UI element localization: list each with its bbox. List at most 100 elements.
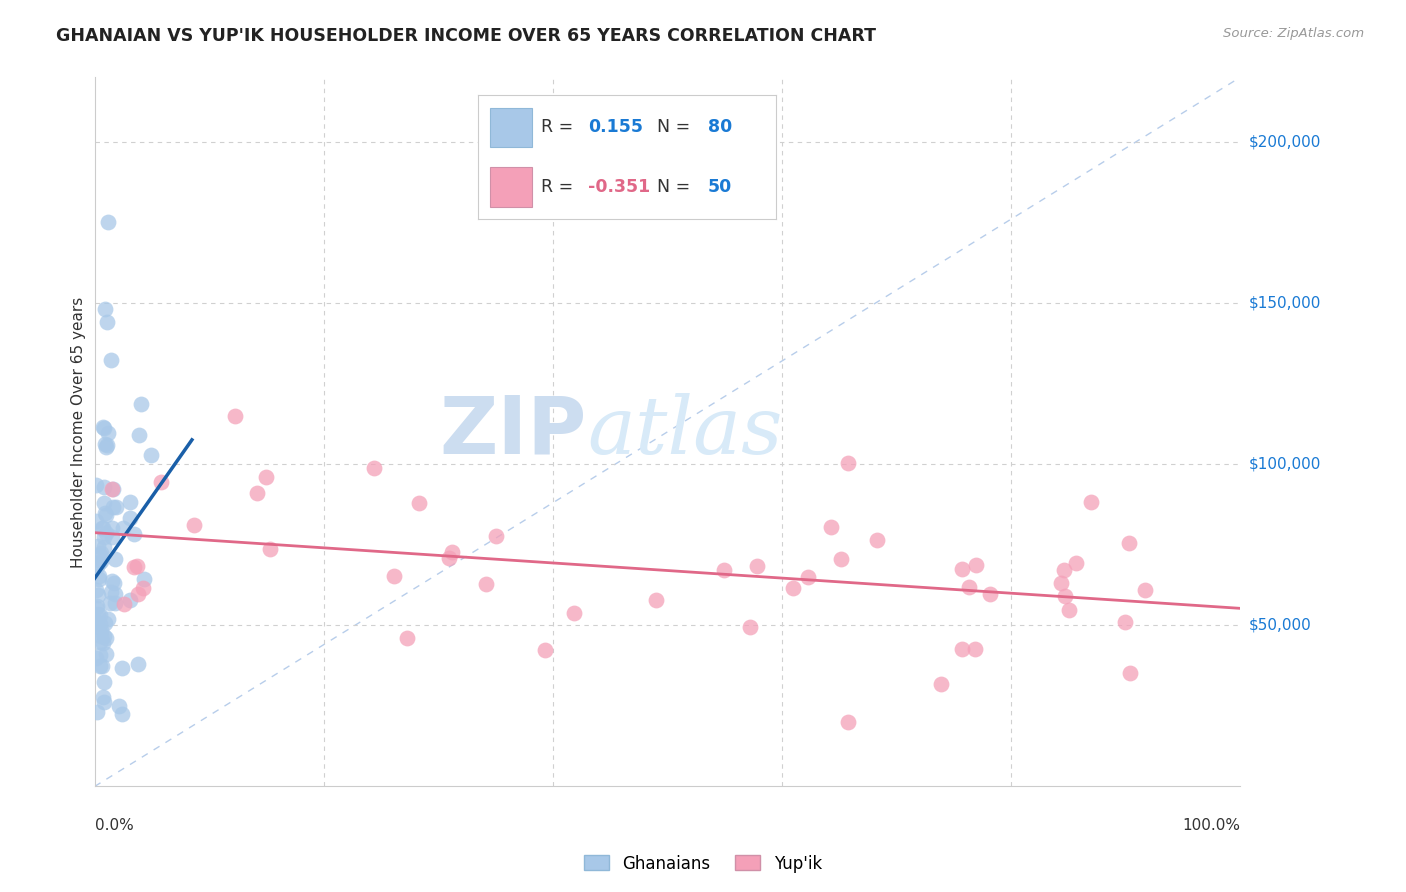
- Point: [1054, 589, 1077, 603]
- Point: [408, 496, 430, 510]
- Point: [1053, 563, 1076, 577]
- Text: atlas: atlas: [588, 393, 783, 471]
- Point: [90, 546, 112, 560]
- Point: [259, 541, 281, 556]
- Point: [837, 714, 859, 729]
- Point: [141, 448, 163, 462]
- Text: 100.0%: 100.0%: [1182, 818, 1240, 833]
- Text: $150,000: $150,000: [1249, 295, 1320, 310]
- Point: [104, 587, 127, 601]
- Point: [111, 521, 134, 535]
- Point: [86, 599, 108, 614]
- Point: [979, 587, 1001, 601]
- Point: [224, 409, 246, 423]
- Point: [89, 557, 111, 571]
- Point: [1133, 582, 1156, 597]
- Point: [1050, 575, 1073, 590]
- Point: [114, 597, 136, 611]
- Point: [90, 521, 112, 535]
- Point: [87, 607, 110, 621]
- Point: [820, 520, 842, 534]
- Point: [484, 529, 506, 543]
- Point: [439, 550, 461, 565]
- Point: [97, 612, 120, 626]
- Point: [120, 593, 142, 607]
- Point: [129, 397, 152, 411]
- Point: [94, 440, 117, 454]
- Point: [91, 690, 114, 704]
- Point: [93, 496, 115, 510]
- Point: [94, 647, 117, 661]
- Point: [830, 551, 852, 566]
- Point: [363, 460, 385, 475]
- Point: [440, 544, 463, 558]
- Point: [84, 583, 107, 598]
- Point: [97, 426, 120, 441]
- Point: [103, 500, 125, 515]
- Point: [101, 482, 124, 496]
- Point: [84, 514, 107, 528]
- Point: [104, 552, 127, 566]
- Point: [929, 676, 952, 690]
- Point: [90, 658, 112, 673]
- Point: [120, 511, 142, 525]
- Point: [89, 548, 111, 562]
- Point: [745, 559, 768, 574]
- Point: [1080, 495, 1102, 509]
- Point: [562, 607, 585, 621]
- Point: [98, 596, 121, 610]
- Point: [84, 601, 107, 615]
- Point: [89, 572, 111, 586]
- Point: [100, 530, 122, 544]
- Point: [96, 508, 118, 522]
- Point: [89, 659, 111, 673]
- Point: [254, 470, 277, 484]
- Point: [84, 650, 107, 665]
- Point: [797, 570, 820, 584]
- Point: [127, 587, 149, 601]
- Point: [738, 620, 761, 634]
- Point: [1057, 603, 1080, 617]
- Point: [965, 558, 987, 572]
- Point: [149, 475, 172, 489]
- Point: [866, 533, 889, 547]
- Point: [1118, 536, 1140, 550]
- Point: [90, 554, 112, 568]
- Point: [837, 457, 859, 471]
- Y-axis label: Householder Income Over 65 years: Householder Income Over 65 years: [72, 296, 86, 567]
- Point: [100, 584, 122, 599]
- Point: [950, 562, 973, 576]
- Point: [93, 480, 115, 494]
- Point: [183, 518, 205, 533]
- Point: [100, 574, 122, 588]
- Point: [94, 526, 117, 541]
- Point: [94, 302, 117, 317]
- Text: Source: ZipAtlas.com: Source: ZipAtlas.com: [1223, 27, 1364, 40]
- Point: [86, 589, 108, 603]
- Text: GHANAIAN VS YUP'IK HOUSEHOLDER INCOME OVER 65 YEARS CORRELATION CHART: GHANAIAN VS YUP'IK HOUSEHOLDER INCOME OV…: [56, 27, 876, 45]
- Point: [111, 706, 134, 721]
- Point: [534, 643, 557, 657]
- Point: [100, 483, 122, 497]
- Point: [382, 569, 405, 583]
- Point: [91, 521, 114, 535]
- Point: [645, 592, 668, 607]
- Point: [134, 573, 156, 587]
- Legend: Ghanaians, Yup'ik: Ghanaians, Yup'ik: [578, 848, 828, 880]
- Point: [246, 486, 269, 500]
- Point: [118, 494, 141, 508]
- Point: [89, 608, 111, 623]
- Point: [127, 559, 149, 574]
- Point: [96, 438, 118, 452]
- Point: [101, 521, 124, 535]
- Point: [396, 631, 419, 645]
- Point: [86, 705, 108, 719]
- Point: [84, 614, 107, 628]
- Point: [782, 582, 804, 596]
- Point: [93, 540, 115, 554]
- Point: [1119, 665, 1142, 680]
- Point: [108, 698, 131, 713]
- Point: [94, 506, 117, 520]
- Point: [91, 419, 114, 434]
- Point: [132, 581, 155, 595]
